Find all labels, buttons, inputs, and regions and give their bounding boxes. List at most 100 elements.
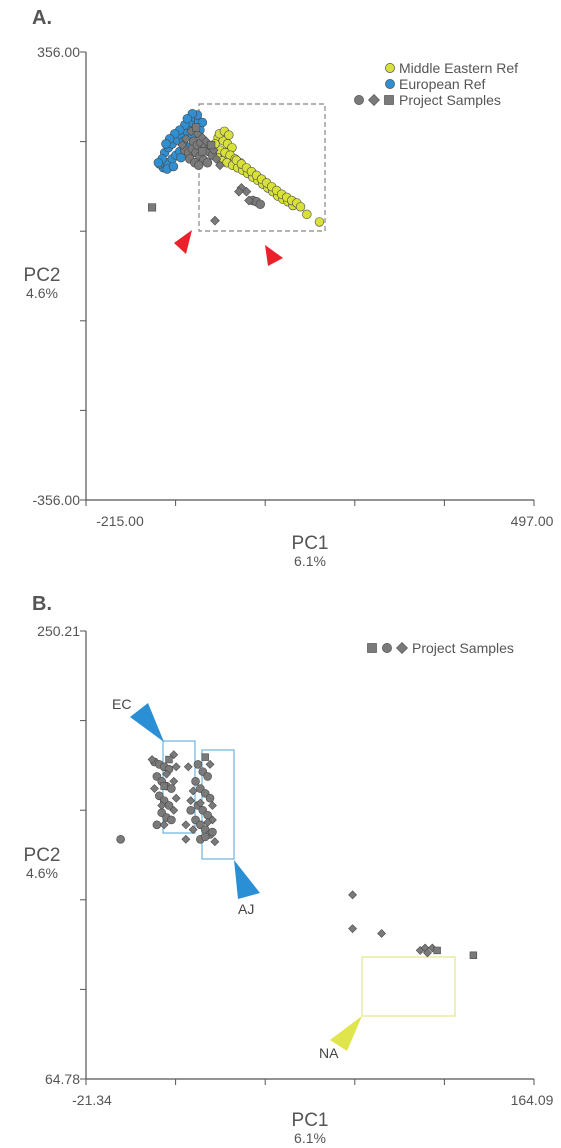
data-point-square	[201, 753, 209, 761]
data-point-diamond	[234, 186, 244, 197]
data-point-square	[469, 951, 478, 959]
data-point-diamond	[423, 948, 432, 958]
data-point-diamond	[181, 834, 191, 844]
data-point-diamond	[181, 134, 191, 144]
data-point-circle	[116, 834, 125, 844]
panel-a-red-arrow-left	[174, 230, 192, 254]
data-point-diamond	[186, 796, 196, 806]
panel-a: A. 356.00 -356.00 -215.00 497.00 PC1 6.1…	[24, 7, 554, 569]
legend-b-marker-circle	[382, 643, 392, 653]
data-point-circle	[193, 160, 204, 170]
data-point-diamond	[162, 769, 171, 779]
legend-marker-middle-eastern	[385, 63, 395, 73]
data-point-circle	[203, 772, 212, 781]
data-point-circle	[202, 158, 213, 168]
data-point-circle	[224, 130, 234, 140]
data-point-diamond	[241, 186, 252, 197]
data-point-circle	[161, 139, 171, 149]
data-point-circle	[205, 793, 215, 803]
panel-b-aj-label: AJ	[238, 901, 254, 917]
legend-marker-project-square	[384, 95, 394, 105]
data-point-circle	[168, 161, 179, 172]
data-point-circle	[167, 784, 176, 793]
data-point-circle	[152, 820, 162, 830]
legend-label-middle-eastern: Middle Eastern Ref	[399, 60, 518, 76]
legend-b-marker-square	[367, 643, 377, 653]
panel-b-y-tick-bottom: 64.78	[45, 1071, 80, 1087]
data-point-diamond	[348, 924, 358, 934]
legend-b-label-project: Project Samples	[412, 640, 514, 656]
data-point-circle	[208, 827, 217, 837]
data-point-circle	[200, 832, 210, 842]
data-point-diamond	[177, 140, 188, 150]
legend-b-marker-diamond	[396, 642, 408, 654]
data-point-circle	[295, 202, 306, 212]
panel-a-x-label-sub: 6.1%	[294, 553, 326, 569]
panel-b-ec-label: EC	[112, 696, 131, 712]
panel-b-na-label: NA	[319, 1045, 339, 1061]
legend-label-european: European Ref	[399, 76, 486, 92]
data-point-diamond	[210, 215, 220, 226]
data-point-diamond	[211, 154, 222, 164]
panel-b-ticks	[80, 630, 535, 1085]
panel-b-y-label: PC2	[24, 845, 61, 866]
data-point-circle	[153, 158, 164, 168]
data-point-diamond	[188, 825, 198, 835]
panel-a-label: A.	[32, 7, 52, 29]
legend-marker-european	[385, 79, 395, 89]
data-point-circle	[314, 217, 325, 227]
legend-marker-project-diamond	[368, 94, 380, 106]
panel-b-na-box	[361, 956, 456, 1017]
data-point-diamond	[203, 817, 213, 827]
panel-b-aj-arrow	[234, 860, 260, 899]
data-point-circle	[186, 805, 196, 815]
data-point-circle	[302, 209, 312, 220]
panel-a-x-tick-left: -215.00	[96, 513, 144, 529]
panel-b-na-arrow	[330, 1016, 362, 1051]
panel-b-label: B.	[32, 593, 52, 615]
panel-b-ec-arrow	[130, 703, 164, 742]
panel-a-x-label: PC1	[292, 533, 329, 554]
data-point-diamond	[171, 793, 181, 803]
data-point-diamond	[169, 776, 179, 786]
data-point-circle	[193, 760, 203, 769]
data-point-diamond	[205, 759, 215, 769]
data-point-diamond	[181, 820, 191, 830]
data-point-diamond	[195, 798, 205, 808]
data-point-square	[433, 946, 441, 955]
data-point-diamond	[150, 784, 159, 793]
data-point-diamond	[244, 195, 254, 206]
data-point-circle	[255, 199, 265, 209]
panel-a-legend: Middle Eastern Ref European Ref Project …	[354, 60, 518, 108]
panel-a-y-tick-bottom: -356.00	[33, 492, 81, 508]
panel-b-x-tick-left: -21.34	[72, 1092, 112, 1108]
data-point-circle	[197, 117, 208, 128]
panel-b-x-label: PC1	[292, 1110, 329, 1131]
panel-a-x-tick-right: 497.00	[511, 513, 554, 529]
panel-a-y-label-sub: 4.6%	[26, 285, 58, 301]
data-point-square	[160, 782, 168, 790]
data-point-square	[198, 147, 207, 156]
panel-b-legend: Project Samples	[367, 640, 514, 656]
panel-a-points	[148, 108, 325, 227]
panel-a-ticks	[80, 51, 535, 506]
data-point-diamond	[215, 160, 225, 171]
data-point-square	[192, 123, 201, 132]
data-point-circle	[191, 776, 200, 786]
panel-b: B. 250.21 64.78 -21.34 164.09 PC1 6.1% P…	[24, 593, 554, 1146]
data-point-diamond	[171, 762, 181, 772]
data-point-diamond	[377, 929, 386, 938]
legend-marker-project-circle	[354, 95, 364, 105]
panel-a-y-tick-top: 356.00	[37, 44, 80, 60]
panel-b-points	[116, 750, 478, 959]
data-point-diamond	[188, 786, 198, 796]
panel-a-red-arrow-right	[265, 245, 283, 266]
data-point-square	[148, 203, 157, 212]
legend-label-project: Project Samples	[399, 92, 501, 108]
data-point-circle	[167, 815, 176, 825]
panel-b-x-tick-right: 164.09	[511, 1092, 554, 1108]
panel-b-y-label-sub: 4.6%	[26, 865, 58, 881]
panel-b-x-label-sub: 6.1%	[294, 1130, 326, 1146]
data-point-circle	[182, 113, 193, 124]
